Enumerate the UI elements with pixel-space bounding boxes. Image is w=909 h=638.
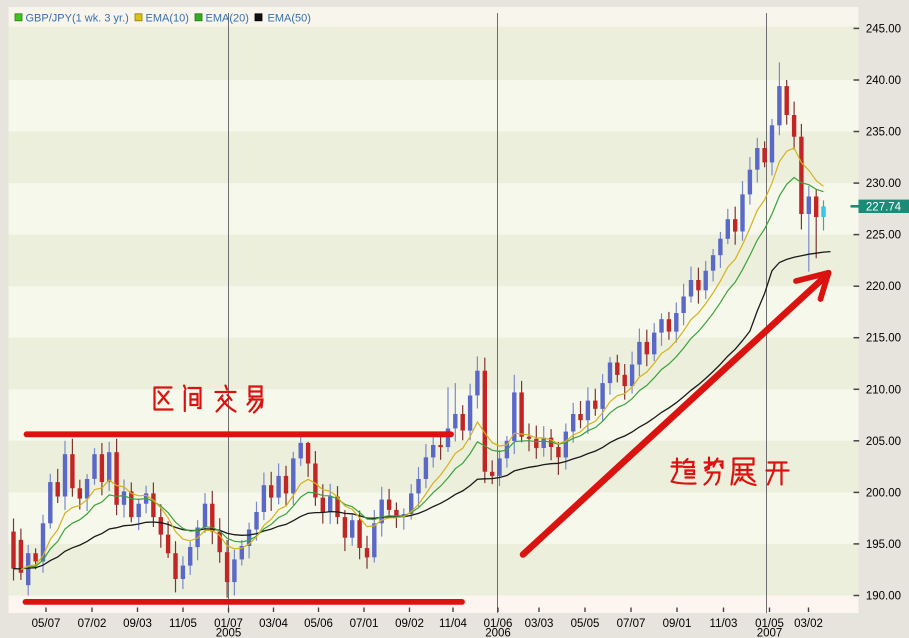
svg-text:215.00: 215.00: [866, 333, 901, 345]
svg-text:11/05: 11/05: [169, 618, 197, 630]
svg-text:09/03: 09/03: [123, 618, 152, 630]
svg-text:11/03: 11/03: [710, 618, 738, 630]
svg-text:09/01: 09/01: [663, 618, 692, 630]
svg-text:225.00: 225.00: [866, 230, 901, 242]
svg-text:2005: 2005: [216, 628, 242, 638]
svg-text:240.00: 240.00: [866, 75, 901, 87]
svg-text:227.74: 227.74: [866, 201, 902, 213]
svg-text:205.00: 205.00: [866, 436, 901, 448]
svg-text:01/06: 01/06: [484, 618, 513, 630]
svg-text:EMA(20): EMA(20): [206, 13, 249, 25]
svg-text:EMA(10): EMA(10): [146, 13, 189, 25]
svg-text:01/05: 01/05: [755, 618, 784, 630]
svg-text:230.00: 230.00: [866, 178, 901, 190]
svg-text:190.00: 190.00: [866, 591, 901, 603]
svg-text:07/02: 07/02: [78, 618, 107, 630]
svg-text:03/03: 03/03: [525, 618, 554, 630]
svg-text:01/07: 01/07: [214, 618, 243, 630]
svg-text:200.00: 200.00: [866, 487, 901, 499]
svg-text:220.00: 220.00: [866, 281, 901, 293]
svg-text:235.00: 235.00: [866, 127, 901, 139]
svg-text:05/07: 05/07: [32, 618, 61, 630]
svg-text:2006: 2006: [485, 628, 511, 638]
svg-text:03/02: 03/02: [794, 618, 823, 630]
svg-text:07/01: 07/01: [350, 618, 379, 630]
svg-text:09/02: 09/02: [395, 618, 424, 630]
svg-text:210.00: 210.00: [866, 384, 901, 396]
svg-text:2007: 2007: [757, 628, 783, 638]
svg-text:11/04: 11/04: [439, 618, 468, 630]
svg-text:07/07: 07/07: [617, 618, 646, 630]
svg-text:03/04: 03/04: [259, 618, 288, 630]
svg-text:EMA(50): EMA(50): [268, 13, 311, 25]
svg-text:245.00: 245.00: [866, 23, 901, 35]
svg-text:195.00: 195.00: [866, 539, 901, 551]
svg-text:05/06: 05/06: [304, 618, 333, 630]
svg-text:GBP/JPY(1 wk. 3 yr.): GBP/JPY(1 wk. 3 yr.): [26, 13, 129, 25]
svg-text:05/05: 05/05: [571, 618, 600, 630]
